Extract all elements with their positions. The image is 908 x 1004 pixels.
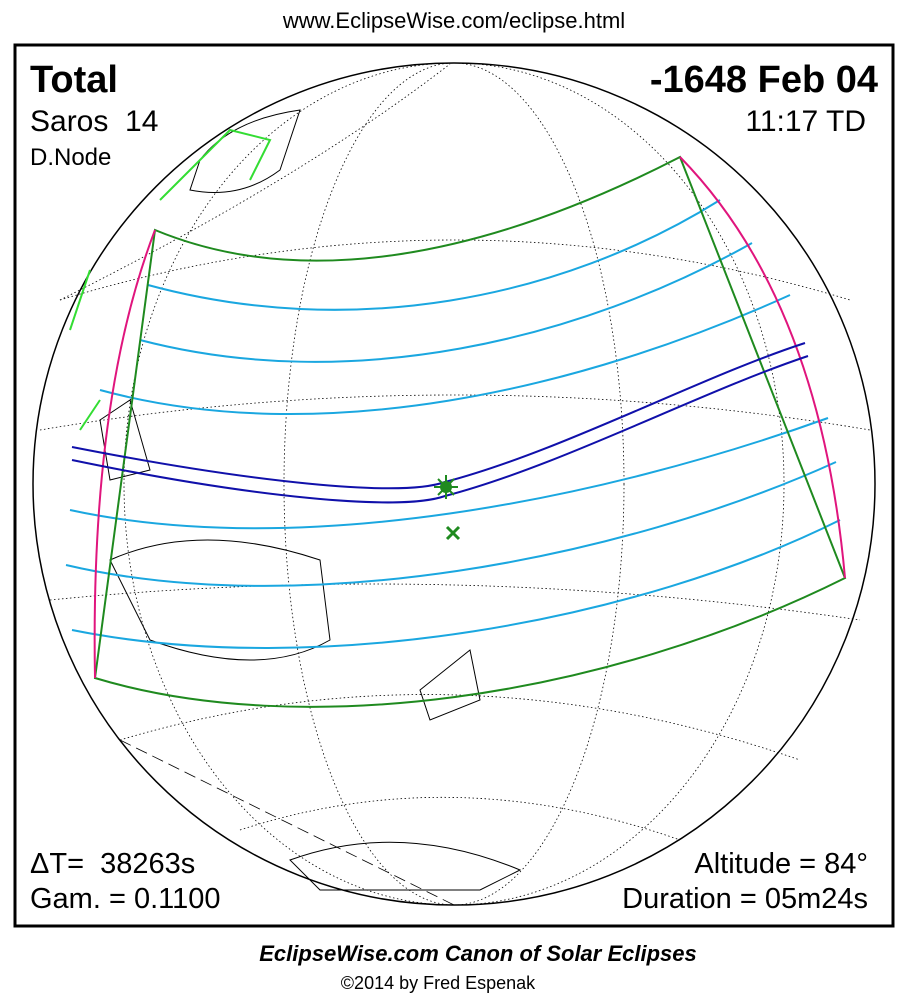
eclipse-path (65, 155, 847, 708)
copyright: ©2014 by Fred Espenak (341, 973, 536, 993)
saros: Saros 14 (30, 105, 158, 138)
time: 11:17 TD (745, 105, 866, 138)
duration: Duration = 05m24s (622, 883, 868, 915)
delta-t: ΔT= 38263s (30, 848, 195, 880)
footer-title: EclipseWise.com Canon of Solar Eclipses (259, 941, 697, 966)
globe (32, 62, 876, 906)
gamma: Gam. = 0.1100 (30, 883, 221, 915)
eclipse-type: Total (30, 59, 118, 101)
node: D.Node (30, 144, 111, 171)
altitude: Altitude = 84° (694, 848, 868, 880)
header-url: www.EclipseWise.com/eclipse.html (282, 8, 625, 33)
eclipse-date: -1648 Feb 04 (650, 59, 878, 101)
